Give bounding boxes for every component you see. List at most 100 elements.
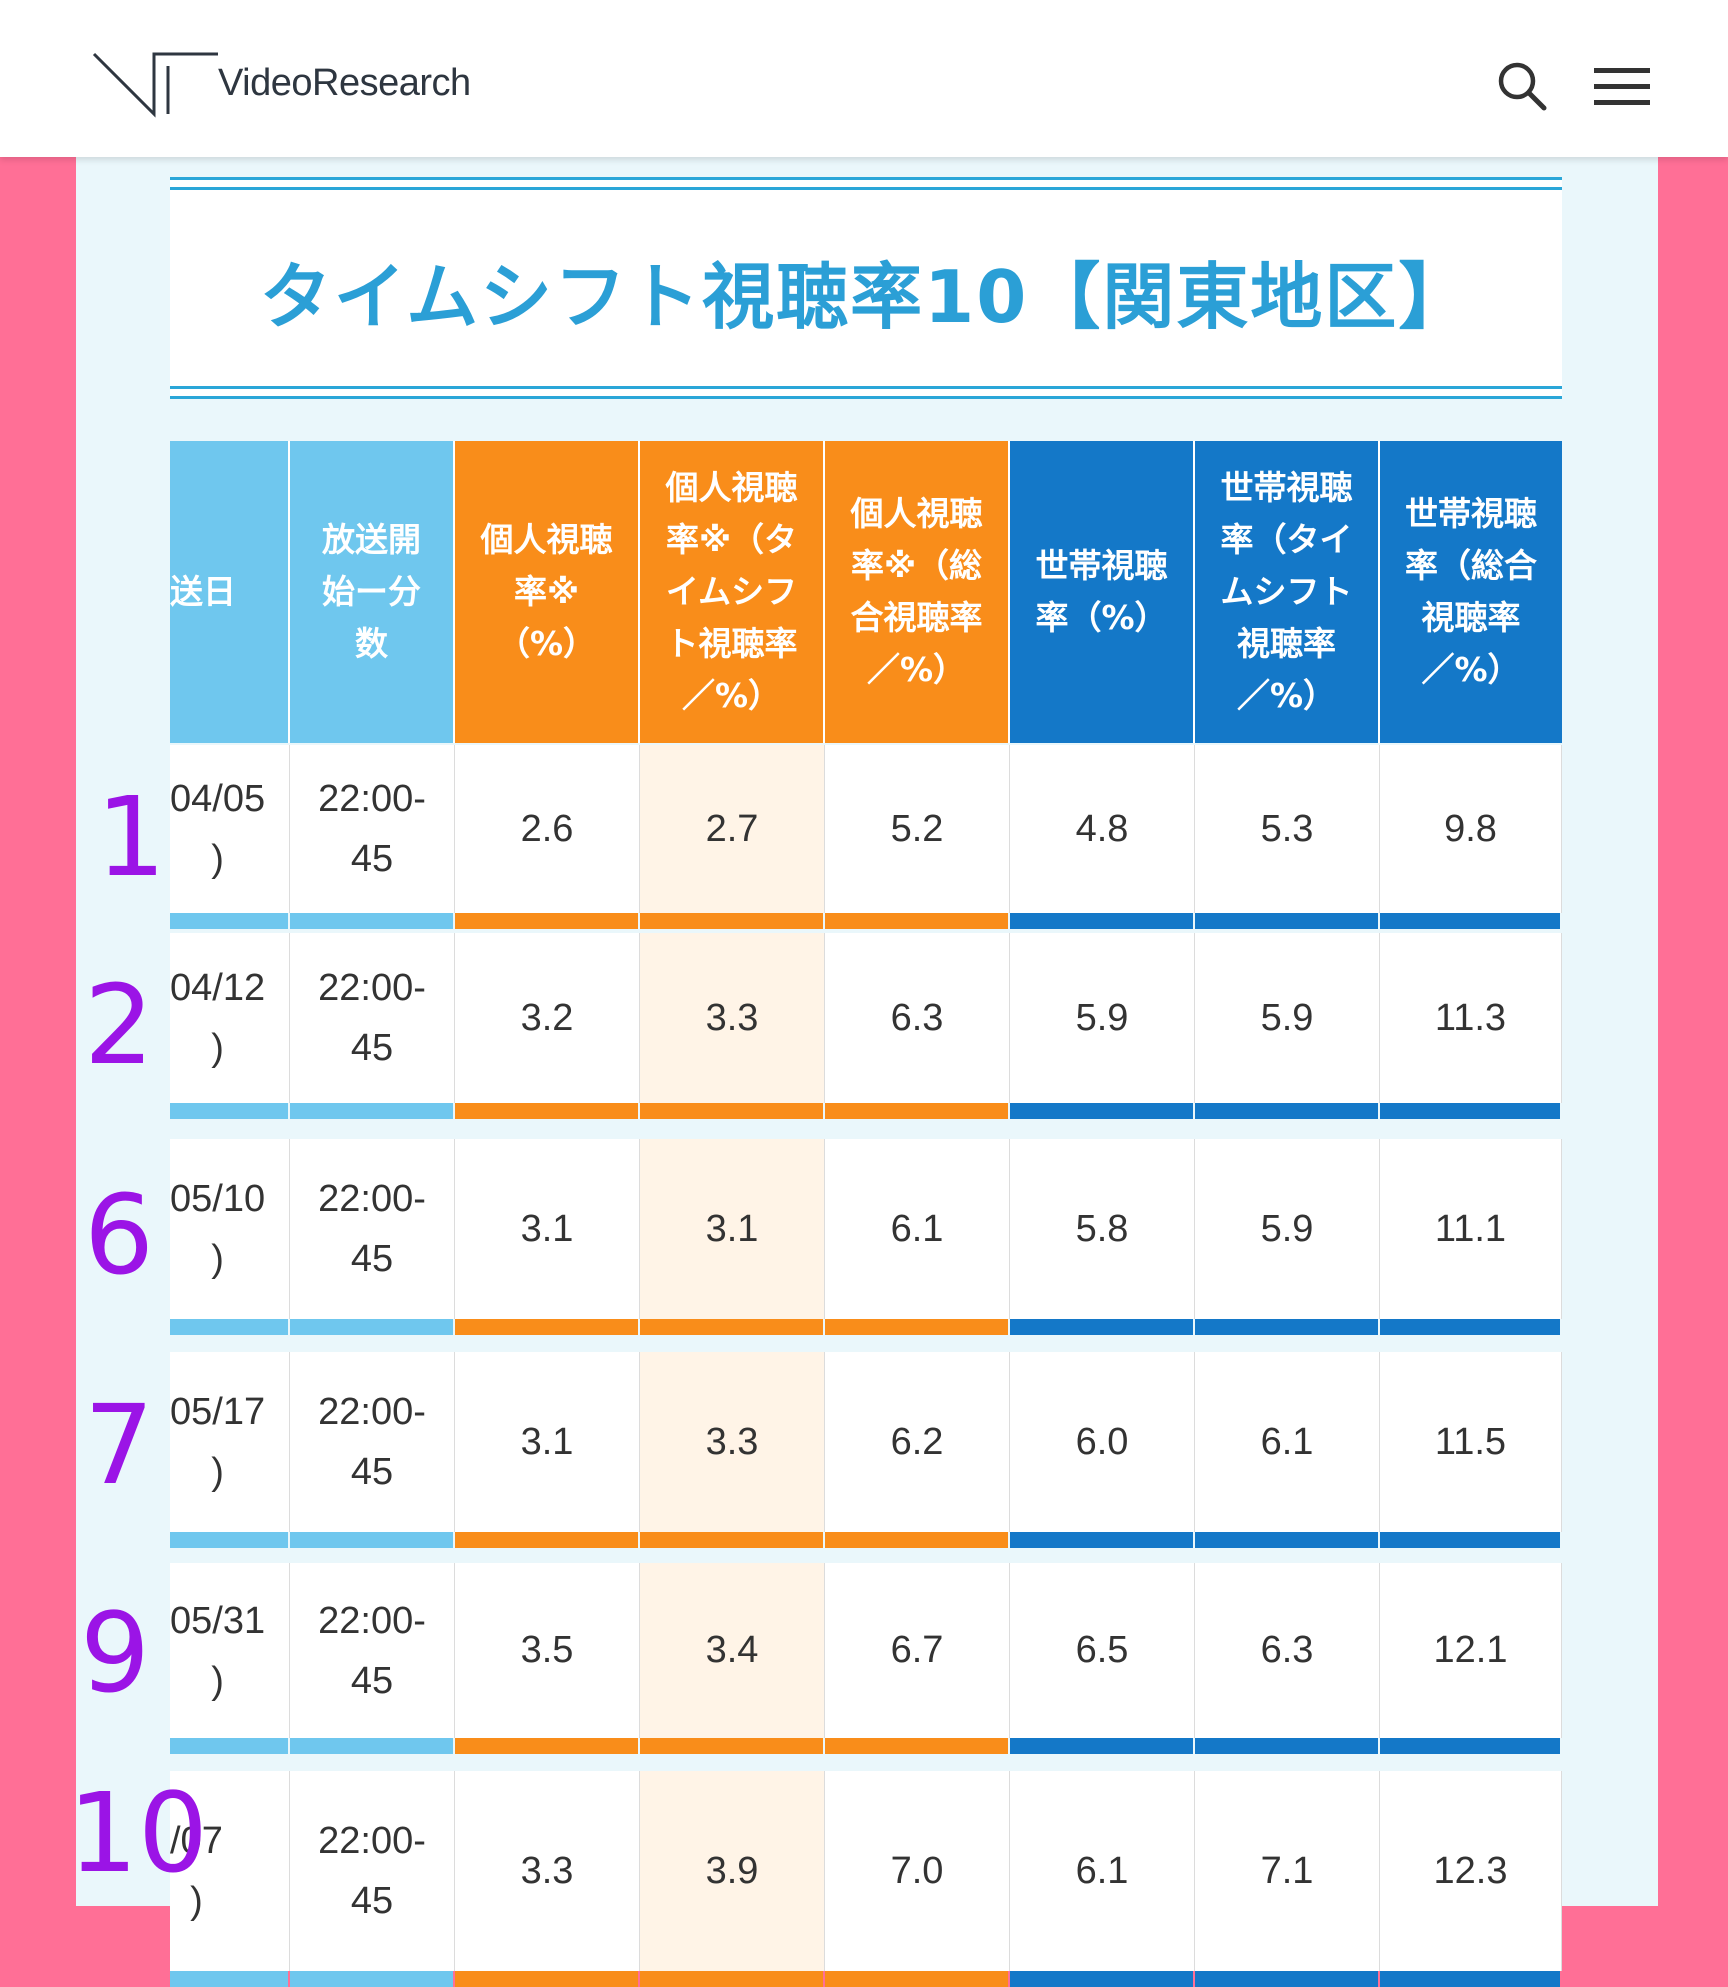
- cell-start-time: 22:00- 45: [290, 933, 455, 1103]
- row-divider-bar: [640, 913, 823, 929]
- row-divider-bar: [1010, 1319, 1193, 1335]
- row-divider-bar: [825, 1103, 1008, 1119]
- cell-value: 3.3: [455, 1771, 640, 1971]
- row-divider-bar: [1010, 913, 1193, 929]
- row-divider-bar: [640, 1103, 823, 1119]
- table-row: /07 ) 22:00- 45 3.3 3.9 7.0 6.1 7.1 12.3: [170, 1771, 1562, 1987]
- site-header: VideoResearch: [0, 0, 1728, 157]
- cell-value: 11.3: [1380, 933, 1562, 1103]
- row-divider-bar: [825, 1971, 1008, 1987]
- cell-value: 3.3: [640, 933, 825, 1103]
- row-divider-bar: [1010, 1103, 1193, 1119]
- header-household-total: 世帯視聴 率（総合 視聴率 ／%）: [1380, 441, 1562, 743]
- cell-start-time: 22:00- 45: [290, 745, 455, 913]
- logo-icon[interactable]: [92, 50, 222, 118]
- table-row: 05/31 ) 22:00- 45 3.5 3.4 6.7 6.5 6.3 12.1: [170, 1563, 1562, 1754]
- header-personal-timeshift: 個人視聴 率※（タ イムシフ ト視聴率 ／%）: [640, 441, 825, 743]
- row-divider-bar: [1195, 1738, 1378, 1754]
- table-row: 05/10 ) 22:00- 45 3.1 3.1 6.1 5.8 5.9 11.1: [170, 1139, 1562, 1335]
- row-divider-bar: [290, 1103, 453, 1119]
- row-divider-bar: [455, 1971, 638, 1987]
- row-divider-bar: [640, 1319, 823, 1335]
- cell-start-time: 22:00- 45: [290, 1771, 455, 1971]
- row-divider-bar: [1380, 913, 1560, 929]
- row-divider-bar: [1195, 913, 1378, 929]
- cell-start-time: 22:00- 45: [290, 1563, 455, 1738]
- cell-value: 3.5: [455, 1563, 640, 1738]
- cell-value: 6.7: [825, 1563, 1010, 1738]
- content-panel: タイムシフト視聴率10【関東地区】 送日 放送開 始ー分 数 個人視聴 率※ （…: [76, 157, 1658, 1987]
- cell-value: 3.1: [455, 1139, 640, 1319]
- rank-number: 10: [68, 1769, 208, 1897]
- cell-value: 7.0: [825, 1771, 1010, 1971]
- header-date: 送日: [170, 441, 290, 743]
- header-start-time: 放送開 始ー分 数: [290, 441, 455, 743]
- row-divider-bar: [170, 1319, 288, 1335]
- cell-value: 3.1: [455, 1352, 640, 1532]
- search-icon[interactable]: [1496, 60, 1548, 112]
- rank-number: 2: [84, 961, 154, 1089]
- cell-start-time: 22:00- 45: [290, 1139, 455, 1319]
- row-divider-bar: [640, 1971, 823, 1987]
- cell-value: 5.9: [1195, 1139, 1380, 1319]
- cell-value: 6.5: [1010, 1563, 1195, 1738]
- row-divider-bar: [1380, 1738, 1560, 1754]
- row-divider-bar: [170, 1103, 288, 1119]
- rank-number: 9: [80, 1589, 150, 1717]
- cell-value: 5.9: [1195, 933, 1380, 1103]
- row-divider-bar: [1380, 1532, 1560, 1548]
- row-divider-bar: [290, 913, 453, 929]
- rank-number: 1: [96, 773, 166, 901]
- cell-value: 3.4: [640, 1563, 825, 1738]
- row-divider-bar: [1010, 1971, 1193, 1987]
- row-divider-bar: [290, 1319, 453, 1335]
- cell-date: 04/05 ): [170, 745, 290, 913]
- cell-start-time: 22:00- 45: [290, 1352, 455, 1532]
- row-divider-bar: [1010, 1532, 1193, 1548]
- row-divider-bar: [825, 1738, 1008, 1754]
- cell-value: 7.1: [1195, 1771, 1380, 1971]
- cell-value: 4.8: [1010, 745, 1195, 913]
- table-row: 05/17 ) 22:00- 45 3.1 3.3 6.2 6.0 6.1 11.5: [170, 1352, 1562, 1548]
- cell-value: 5.9: [1010, 933, 1195, 1103]
- cell-value: 9.8: [1380, 745, 1562, 913]
- row-divider-bar: [170, 1532, 288, 1548]
- row-divider-bar: [290, 1971, 453, 1987]
- cell-value: 3.3: [640, 1352, 825, 1532]
- row-divider-bar: [1195, 1532, 1378, 1548]
- row-divider-bar: [455, 1103, 638, 1119]
- row-divider-bar: [170, 1971, 288, 1987]
- header-household-rating: 世帯視聴 率（%）: [1010, 441, 1195, 743]
- cell-date: 04/12 ): [170, 933, 290, 1103]
- title-box: タイムシフト視聴率10【関東地区】: [170, 177, 1562, 399]
- cell-value: 11.1: [1380, 1139, 1562, 1319]
- cell-date: 05/17 ): [170, 1352, 290, 1532]
- row-divider-bar: [1195, 1971, 1378, 1987]
- cell-value: 6.2: [825, 1352, 1010, 1532]
- cell-date: 05/10 ): [170, 1139, 290, 1319]
- cell-value: 6.1: [825, 1139, 1010, 1319]
- row-divider-bar: [1010, 1738, 1193, 1754]
- header-household-timeshift: 世帯視聴 率（タイ ムシフト 視聴率 ／%）: [1195, 441, 1380, 743]
- table-row: 04/05 ) 22:00- 45 2.6 2.7 5.2 4.8 5.3 9.8: [170, 745, 1562, 929]
- cell-value: 11.5: [1380, 1352, 1562, 1532]
- row-divider-bar: [290, 1532, 453, 1548]
- row-divider-bar: [640, 1532, 823, 1548]
- row-divider-bar: [170, 913, 288, 929]
- cell-value: 5.2: [825, 745, 1010, 913]
- row-divider-bar: [170, 1738, 288, 1754]
- row-divider-bar: [825, 1532, 1008, 1548]
- row-divider-bar: [1380, 1103, 1560, 1119]
- cell-value: 3.9: [640, 1771, 825, 1971]
- cell-value: 6.0: [1010, 1352, 1195, 1532]
- cell-value: 3.1: [640, 1139, 825, 1319]
- row-divider-bar: [640, 1738, 823, 1754]
- cell-value: 5.3: [1195, 745, 1380, 913]
- rank-number: 7: [84, 1381, 154, 1509]
- cell-value: 12.1: [1380, 1563, 1562, 1738]
- cell-value: 6.3: [825, 933, 1010, 1103]
- logo-text[interactable]: VideoResearch: [218, 62, 471, 104]
- header-personal-total: 個人視聴 率※（総 合視聴率 ／%）: [825, 441, 1010, 743]
- menu-icon[interactable]: [1594, 66, 1650, 108]
- table-row: 04/12 ) 22:00- 45 3.2 3.3 6.3 5.9 5.9 11.3: [170, 933, 1562, 1119]
